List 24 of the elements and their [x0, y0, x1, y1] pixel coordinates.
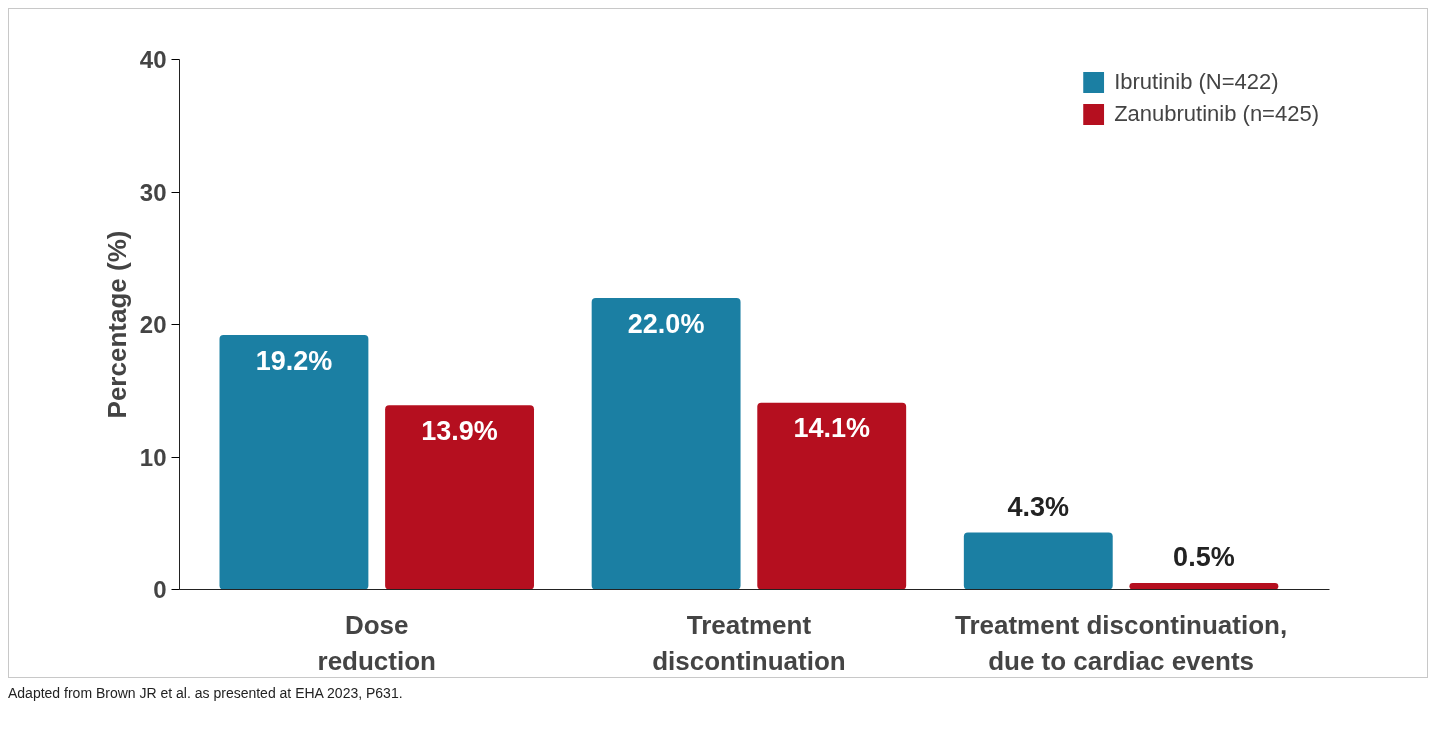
- data-label: 22.0%: [627, 308, 705, 339]
- y-axis-title: Percentage (%): [101, 230, 132, 419]
- data-label: 4.3%: [1007, 491, 1070, 522]
- bar: [219, 335, 369, 590]
- bar: [1129, 582, 1279, 590]
- x-tick-label: Dose reduction: [317, 609, 436, 676]
- y-tick-label: 40: [139, 46, 167, 73]
- y-tick-label: 0: [153, 576, 167, 603]
- x-tick-label: Treatment discontinuation: [652, 609, 846, 676]
- bar: [757, 402, 907, 590]
- y-tick-label: 30: [139, 178, 167, 206]
- y-tick-label: 20: [139, 311, 167, 338]
- data-label: 0.5%: [1173, 542, 1235, 573]
- data-label: 19.2%: [255, 345, 333, 376]
- legend-label: Zanubrutinib (n=425): [1114, 101, 1319, 127]
- y-tick-label: 10: [139, 443, 167, 471]
- data-label: 13.9%: [421, 415, 498, 446]
- data-label: 14.1%: [793, 413, 871, 444]
- legend-label: Ibrutinib (N=422): [1114, 69, 1279, 95]
- bar: [385, 405, 534, 590]
- bar: [963, 532, 1113, 590]
- text: Adapted from Brown JR et al. as presented at EHA 2023, P631.: [8, 684, 403, 703]
- bar: [591, 298, 741, 590]
- x-tick-label: Treatment discontinuation, due to cardiac events: [954, 609, 1288, 676]
